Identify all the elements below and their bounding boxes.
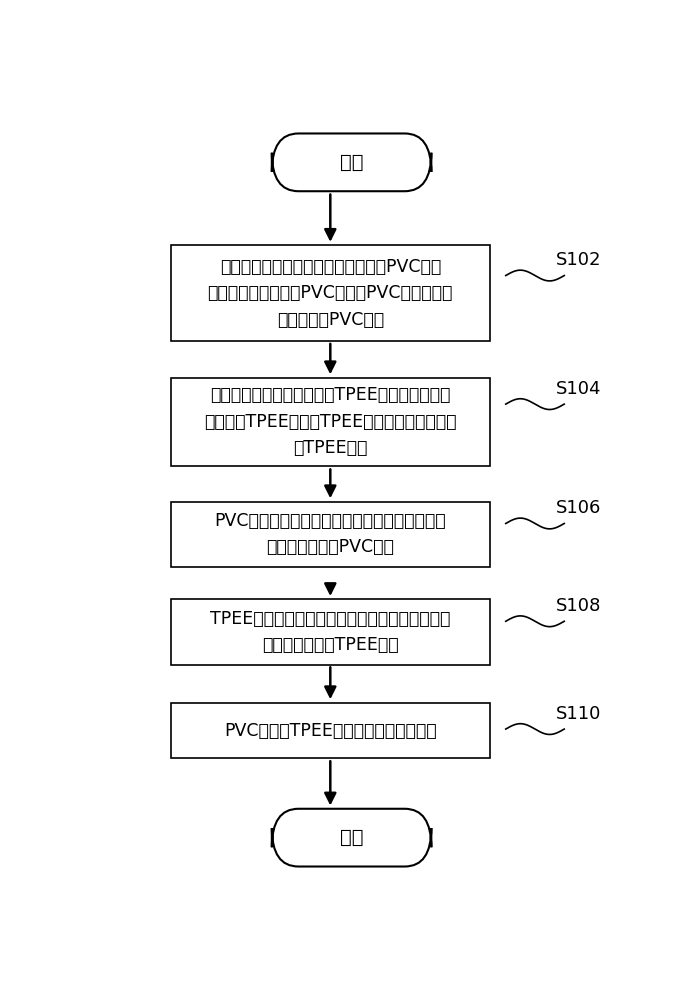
Text: PVC待料和TPEE经过挤塑后形成门封条: PVC待料和TPEE经过挤塑后形成门封条 bbox=[224, 722, 436, 740]
Bar bbox=[171, 378, 490, 466]
Text: PVC粒料经过烘干后以第一加工温度和第一挤出
转速挤出后形成PVC待料: PVC粒料经过烘干后以第一加工温度和第一挤出 转速挤出后形成PVC待料 bbox=[215, 512, 446, 556]
Text: S102: S102 bbox=[556, 251, 602, 269]
Text: 将增塑剂、填充剂及辅助助剂添加到PVC基材
中，均匀混合后形成PVC混料，PVC混料经过造
粒后，形成PVC粒料: 将增塑剂、填充剂及辅助助剂添加到PVC基材 中，均匀混合后形成PVC混料，PVC… bbox=[208, 258, 453, 329]
FancyBboxPatch shape bbox=[272, 133, 431, 191]
FancyBboxPatch shape bbox=[272, 809, 431, 867]
Bar bbox=[171, 502, 490, 567]
Text: TPEE粒料经过烘干后以第二加工温度和第二挤出
转速挤出后形成TPEE待料: TPEE粒料经过烘干后以第二加工温度和第二挤出 转速挤出后形成TPEE待料 bbox=[210, 610, 451, 654]
Text: S110: S110 bbox=[556, 705, 602, 723]
Bar bbox=[171, 245, 490, 341]
Text: S108: S108 bbox=[556, 597, 602, 615]
Text: S104: S104 bbox=[556, 380, 602, 398]
Text: 将抗氧剂及加工助剂添加到TPEE基材中，均匀混
合后形成TPEE混料，TPEE混料经过造粒后，形
成TPEE粒料: 将抗氧剂及加工助剂添加到TPEE基材中，均匀混 合后形成TPEE混料，TPEE混… bbox=[204, 386, 457, 457]
Text: 开始: 开始 bbox=[340, 153, 364, 172]
Text: S106: S106 bbox=[556, 499, 602, 517]
Text: 结束: 结束 bbox=[340, 828, 364, 847]
Bar bbox=[171, 599, 490, 665]
Bar bbox=[171, 703, 490, 758]
